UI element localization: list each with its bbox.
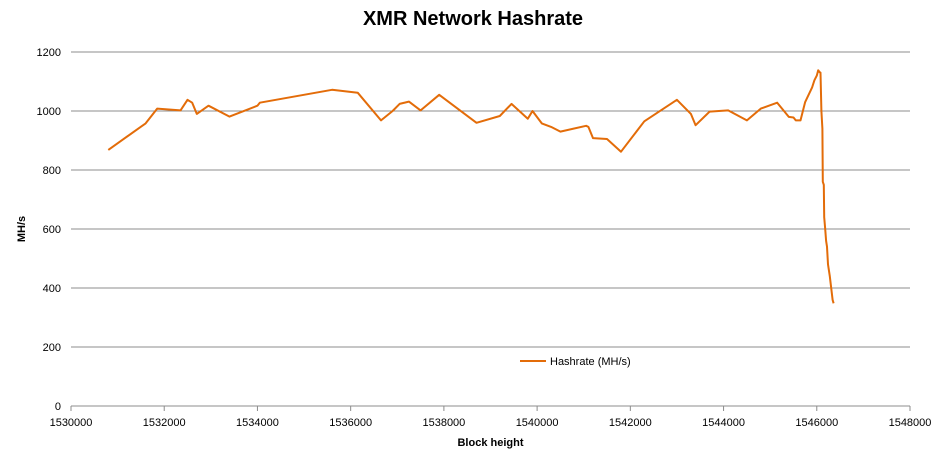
x-tick-label: 1538000: [422, 417, 465, 429]
y-tick-label: 800: [43, 165, 61, 177]
gridlines: [71, 51, 910, 348]
x-tick-label: 1536000: [329, 417, 372, 429]
y-tick-labels: 0 200 400 600 800 1000 1200: [37, 47, 61, 413]
x-tick-labels: 1530000 1532000 1534000 1536000 1538000 15400…: [50, 406, 932, 429]
legend: Hashrate (MH/s): [520, 356, 631, 368]
y-tick-label: 200: [43, 342, 61, 354]
legend-label: Hashrate (MH/s): [550, 356, 631, 368]
x-tick-label: 1532000: [143, 417, 186, 429]
x-tick-label: 1530000: [50, 417, 93, 429]
hashrate-series-line: [107, 69, 835, 304]
x-tick-label: 1548000: [889, 417, 932, 429]
y-tick-label: 0: [55, 401, 61, 413]
x-tick-label: 1540000: [516, 417, 559, 429]
y-axis-title: MH/s: [16, 216, 28, 242]
x-tick-label: 1544000: [702, 417, 745, 429]
y-tick-label: 400: [43, 283, 61, 295]
y-tick-label: 600: [43, 224, 61, 236]
x-tick-label: 1546000: [795, 417, 838, 429]
chart-title: XMR Network Hashrate: [362, 8, 584, 30]
x-tick-label: 1542000: [609, 417, 652, 429]
x-axis-title: Block height: [457, 437, 523, 449]
y-tick-label: 1000: [37, 106, 61, 118]
x-tick-label: 1534000: [236, 417, 279, 429]
y-tick-label: 1200: [37, 47, 61, 59]
